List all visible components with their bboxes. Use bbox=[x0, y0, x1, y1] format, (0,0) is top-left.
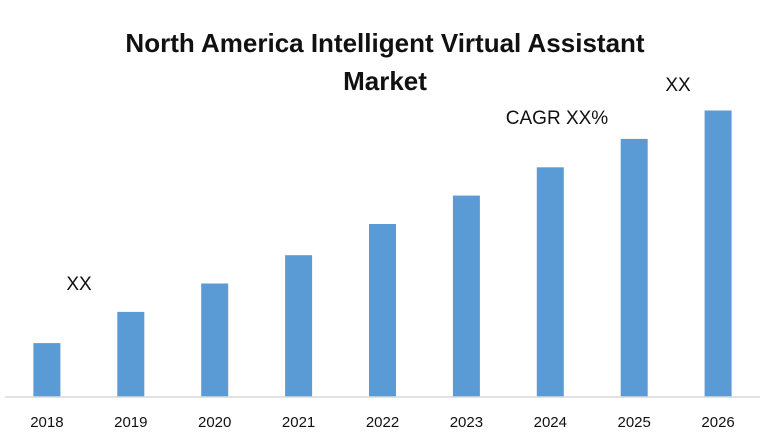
x-tick-label-2023: 2023 bbox=[450, 414, 483, 431]
bar-2023 bbox=[452, 195, 480, 397]
end-value-annotation: XX bbox=[665, 75, 691, 96]
x-tick-label-2020: 2020 bbox=[198, 414, 231, 431]
x-tick-label-2018: 2018 bbox=[30, 414, 63, 431]
x-axis-ticks: 2018 2019 2020 2021 2022 2023 2024 2025 2026 bbox=[30, 414, 735, 431]
bar-2019 bbox=[117, 311, 145, 397]
bar-2020 bbox=[201, 283, 229, 397]
bars-group bbox=[33, 110, 732, 397]
chart-title-line-2: Market bbox=[343, 66, 427, 96]
bar-2018 bbox=[33, 343, 61, 397]
x-tick-label-2021: 2021 bbox=[282, 414, 315, 431]
x-tick-label-2025: 2025 bbox=[618, 414, 651, 431]
x-tick-label-2022: 2022 bbox=[366, 414, 399, 431]
bar-2024 bbox=[536, 167, 564, 397]
bar-2022 bbox=[369, 224, 396, 397]
start-value-annotation: XX bbox=[66, 274, 92, 295]
cagr-annotation: CAGR XX% bbox=[506, 108, 609, 129]
x-tick-label-2019: 2019 bbox=[114, 414, 147, 431]
bar-2025 bbox=[620, 138, 648, 397]
x-tick-label-2026: 2026 bbox=[701, 414, 734, 431]
bar-2026 bbox=[704, 110, 732, 397]
x-tick-label-2024: 2024 bbox=[534, 414, 567, 431]
bar-2021 bbox=[285, 255, 313, 397]
chart-title-line-1: North America Intelligent Virtual Assist… bbox=[125, 28, 644, 58]
